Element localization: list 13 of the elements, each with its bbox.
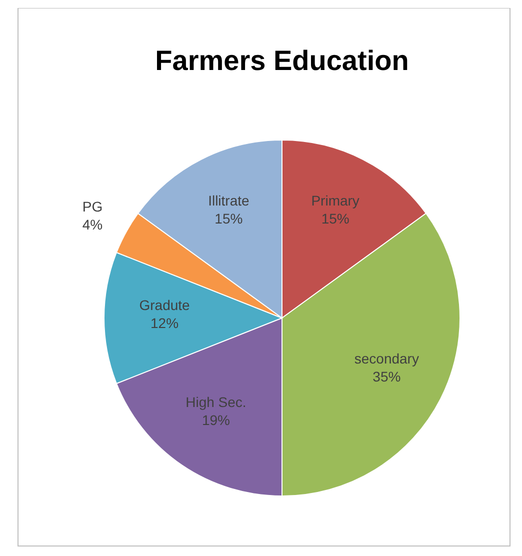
data-label: 15%: [214, 210, 243, 226]
slice-label: High Sec.: [186, 394, 246, 410]
data-label: 15%: [321, 210, 350, 226]
data-label: 12%: [150, 315, 179, 331]
slice-label: Gradute: [139, 297, 190, 313]
data-label: 4%: [82, 216, 103, 232]
data-label: 35%: [372, 368, 401, 384]
slice-label: PG: [82, 198, 103, 214]
chart-title: Farmers Education: [155, 45, 409, 76]
slice-label: Primary: [311, 192, 360, 208]
slice-label: Illitrate: [208, 192, 250, 208]
data-label: 19%: [202, 412, 230, 428]
slice-label: secondary: [354, 350, 419, 366]
